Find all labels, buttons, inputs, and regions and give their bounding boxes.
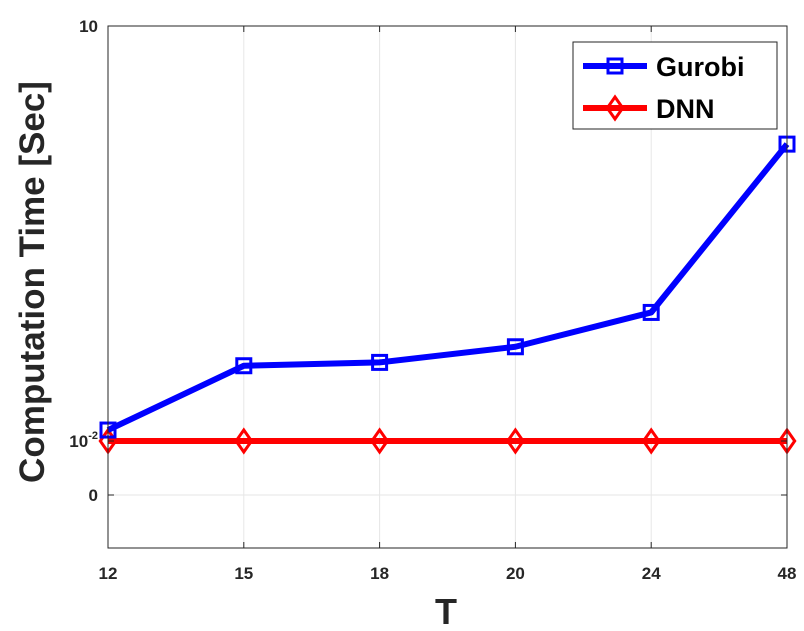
data-point-dnn	[234, 427, 254, 455]
series-layer	[98, 135, 797, 455]
legend-label-gurobi: Gurobi	[656, 52, 745, 82]
legend-marker-gurobi	[606, 57, 624, 75]
legend: Gurobi DNN	[572, 41, 778, 130]
y-tick-label: 10	[79, 17, 98, 36]
data-point-gurobi	[235, 357, 253, 375]
series-dnn	[98, 427, 797, 455]
series-gurobi	[99, 135, 796, 439]
legend-box	[572, 41, 778, 130]
data-point-dnn	[641, 427, 661, 455]
y-tick-label: 10-2	[69, 430, 98, 451]
plot-frame	[107, 25, 788, 549]
x-tick-label: 18	[370, 564, 389, 583]
y-tick-label: 0	[89, 486, 98, 505]
data-point-gurobi	[371, 353, 389, 371]
legend-marker-dnn	[605, 94, 625, 122]
series-line-gurobi	[106, 142, 790, 433]
x-tick-label: 20	[506, 564, 525, 583]
data-point-gurobi	[642, 303, 660, 321]
x-tick-label: 15	[234, 564, 253, 583]
legend-label-dnn: DNN	[656, 94, 715, 124]
y-axis-label: Computation Time [Sec]	[13, 81, 52, 483]
x-axis-label: T	[435, 591, 457, 631]
x-tick-label: 48	[778, 564, 797, 583]
x-tick-label: 24	[642, 564, 661, 583]
data-point-dnn	[505, 427, 525, 455]
axes-ticks: 12 15 18 20 24 48 0 10-2 10	[69, 17, 796, 583]
data-point-dnn	[370, 427, 390, 455]
data-point-gurobi	[506, 338, 524, 356]
x-tick-label: 12	[99, 564, 118, 583]
